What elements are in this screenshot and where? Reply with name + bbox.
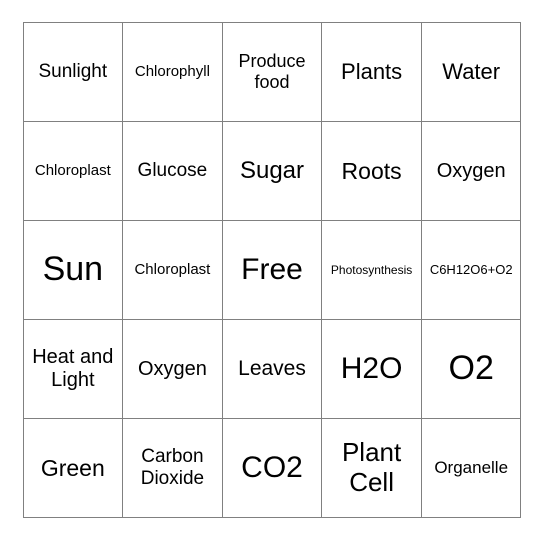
bingo-cell: Photosynthesis	[322, 221, 422, 320]
bingo-cell: Chlorophyll	[123, 23, 223, 122]
cell-text: Chloroplast	[134, 261, 210, 278]
cell-text: Chloroplast	[35, 162, 111, 179]
bingo-grid: Sunlight Chlorophyll Produce food Plants…	[23, 22, 522, 518]
cell-text: Free	[241, 253, 303, 286]
cell-text: Plants	[341, 59, 402, 84]
cell-text: Green	[41, 455, 105, 481]
cell-text: Organelle	[434, 458, 508, 477]
bingo-cell: Roots	[322, 122, 422, 221]
bingo-cell: Sugar	[222, 122, 322, 221]
bingo-cell: Sun	[23, 221, 123, 320]
cell-text: Plant Cell	[342, 437, 401, 497]
cell-text: Glucose	[138, 160, 208, 181]
cell-text: Produce food	[238, 51, 305, 92]
bingo-cell: Chloroplast	[23, 122, 123, 221]
bingo-cell: Heat and Light	[23, 320, 123, 419]
bingo-cell: Glucose	[123, 122, 223, 221]
bingo-cell: Leaves	[222, 320, 322, 419]
cell-text: Photosynthesis	[331, 263, 412, 277]
bingo-cell: H2O	[322, 320, 422, 419]
table-row: Green Carbon Dioxide CO2 Plant Cell Orga…	[23, 419, 521, 518]
cell-text: Sun	[43, 250, 104, 288]
bingo-grid-body: Sunlight Chlorophyll Produce food Plants…	[23, 23, 521, 518]
bingo-cell: Free	[222, 221, 322, 320]
cell-text: Oxygen	[138, 358, 207, 380]
cell-text: H2O	[341, 352, 403, 385]
table-row: Heat and Light Oxygen Leaves H2O O2	[23, 320, 521, 419]
bingo-cell: Oxygen	[421, 122, 521, 221]
bingo-cell: Plant Cell	[322, 419, 422, 518]
cell-text: Carbon Dioxide	[141, 446, 204, 489]
cell-text: Leaves	[238, 357, 306, 380]
bingo-cell: Water	[421, 23, 521, 122]
bingo-cell: Green	[23, 419, 123, 518]
bingo-cell: Organelle	[421, 419, 521, 518]
table-row: Chloroplast Glucose Sugar Roots Oxygen	[23, 122, 521, 221]
bingo-cell: Chloroplast	[123, 221, 223, 320]
bingo-cell: Produce food	[222, 23, 322, 122]
cell-text: O2	[449, 349, 494, 387]
table-row: Sunlight Chlorophyll Produce food Plants…	[23, 23, 521, 122]
cell-text: C6H12O6+O2	[430, 262, 513, 277]
cell-text: Heat and Light	[32, 346, 113, 391]
cell-text: Chlorophyll	[135, 63, 210, 80]
bingo-cell: CO2	[222, 419, 322, 518]
cell-text: Sunlight	[38, 61, 107, 82]
bingo-cell: Sunlight	[23, 23, 123, 122]
bingo-cell: O2	[421, 320, 521, 419]
table-row: Sun Chloroplast Free Photosynthesis C6H1…	[23, 221, 521, 320]
bingo-cell: Oxygen	[123, 320, 223, 419]
cell-text: CO2	[241, 451, 303, 484]
bingo-cell: Carbon Dioxide	[123, 419, 223, 518]
cell-text: Oxygen	[437, 160, 506, 182]
cell-text: Roots	[342, 158, 402, 184]
cell-text: Sugar	[240, 157, 304, 184]
bingo-cell: C6H12O6+O2	[421, 221, 521, 320]
cell-text: Water	[442, 59, 500, 84]
bingo-cell: Plants	[322, 23, 422, 122]
